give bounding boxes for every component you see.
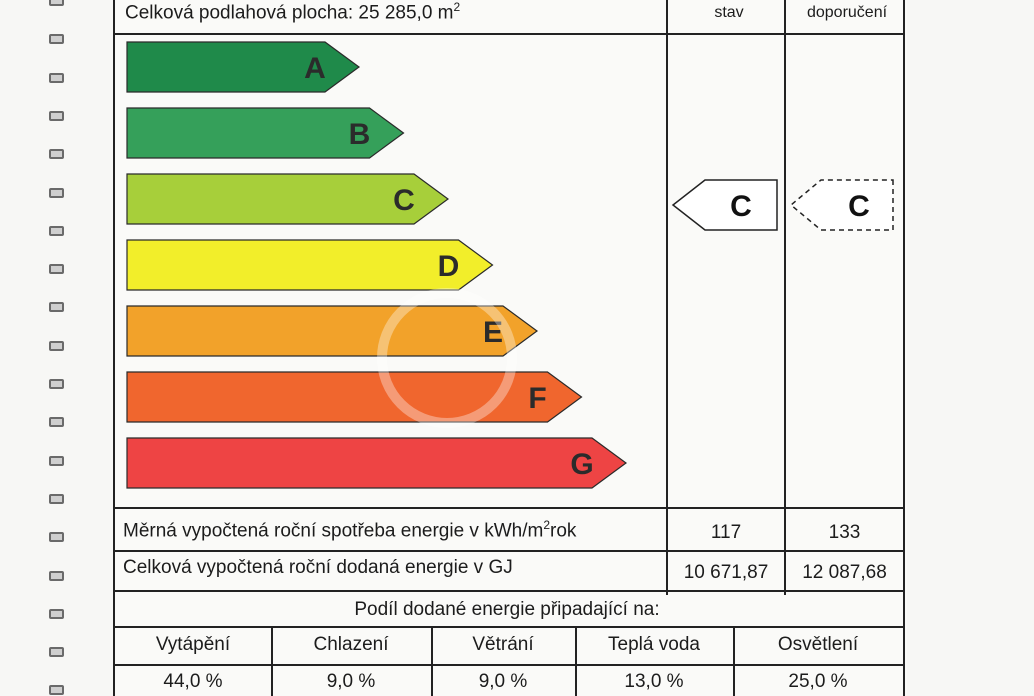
specific-consumption-recommended: 133 xyxy=(828,522,861,543)
binder-holes xyxy=(44,0,70,696)
specific-consumption-label: Měrná vypočtená roční spotřeba energie v… xyxy=(123,518,577,542)
share-category-value: 9,0 % xyxy=(478,671,528,692)
share-category-value: 25,0 % xyxy=(788,671,848,692)
binder-hole xyxy=(49,72,64,83)
recommended-class-indicator: C xyxy=(789,179,894,231)
total-energy-label: Celková vypočtená roční dodaná energie v… xyxy=(123,557,513,578)
energy-class-arrow xyxy=(126,437,628,489)
share-category-label: Chlazení xyxy=(313,634,389,655)
share-column-divider xyxy=(733,626,735,696)
share-category-label: Vytápění xyxy=(155,634,231,655)
specific-consumption-current: 117 xyxy=(710,522,742,543)
energy-class-arrow xyxy=(126,41,361,93)
binder-hole xyxy=(49,608,64,619)
share-category-value: 13,0 % xyxy=(624,671,684,692)
binder-hole xyxy=(49,493,64,504)
energy-class-letter: A xyxy=(304,52,326,85)
binder-hole xyxy=(49,187,64,198)
energy-share-title: Podíl dodané energie připadající na: xyxy=(354,599,660,620)
binder-hole xyxy=(49,340,64,351)
energy-class-a: A xyxy=(126,41,361,93)
binder-hole xyxy=(49,532,64,543)
share-column-divider xyxy=(271,626,273,696)
watermark-logo xyxy=(377,288,517,428)
share-category-label: Teplá voda xyxy=(608,634,700,655)
current-column-header: stav xyxy=(714,4,744,21)
binder-hole xyxy=(49,685,64,696)
binder-hole xyxy=(49,264,64,275)
energy-class-g: G xyxy=(126,437,628,489)
row-divider-5 xyxy=(115,664,903,666)
energy-class-d: D xyxy=(126,239,494,291)
total-energy-recommended: 12 087,68 xyxy=(802,562,887,583)
share-category-value: 9,0 % xyxy=(326,671,376,692)
binder-hole xyxy=(49,110,64,121)
header-divider xyxy=(115,33,905,35)
energy-class-letter: G xyxy=(570,448,593,481)
binder-hole xyxy=(49,302,64,313)
binder-hole xyxy=(49,225,64,236)
column-divider-recommended xyxy=(784,0,786,595)
share-category-value: 44,0 % xyxy=(163,671,223,692)
row-divider-3 xyxy=(115,590,903,592)
recommended-class-letter: C xyxy=(848,190,870,223)
binder-hole xyxy=(49,417,64,428)
share-column-divider xyxy=(575,626,577,696)
binder-hole xyxy=(49,0,64,6)
energy-class-arrow xyxy=(126,173,450,225)
total-energy-current: 10 671,87 xyxy=(683,562,769,583)
energy-class-c: C xyxy=(126,173,450,225)
energy-certificate-sheet: Celková podlahová plocha: 25 285,0 m2 st… xyxy=(113,0,907,696)
binder-hole xyxy=(49,647,64,658)
energy-class-arrow xyxy=(126,107,405,159)
energy-class-b: B xyxy=(126,107,405,159)
binder-hole xyxy=(49,570,64,581)
binder-hole xyxy=(49,34,64,45)
energy-class-letter: F xyxy=(528,382,546,415)
current-class-letter: C xyxy=(730,190,752,223)
row-divider-2 xyxy=(115,550,903,552)
current-class-indicator: C xyxy=(671,179,778,231)
energy-class-letter: C xyxy=(393,184,415,217)
share-category-label: Větrání xyxy=(472,634,534,655)
recommended-column-header: doporučení xyxy=(806,4,888,21)
row-divider-4 xyxy=(115,626,903,628)
energy-class-letter: B xyxy=(349,118,371,151)
column-divider-current xyxy=(666,0,668,595)
energy-class-arrow xyxy=(126,239,494,291)
share-column-divider xyxy=(431,626,433,696)
share-category-label: Osvětlení xyxy=(777,634,859,655)
row-divider-1 xyxy=(115,507,903,509)
binder-hole xyxy=(49,149,64,160)
binder-hole xyxy=(49,379,64,389)
binder-hole xyxy=(49,455,64,466)
sheet-right-border xyxy=(903,0,905,696)
floor-area-label: Celková podlahová plocha: 25 285,0 m2 xyxy=(125,0,461,24)
energy-class-letter: D xyxy=(438,250,460,283)
